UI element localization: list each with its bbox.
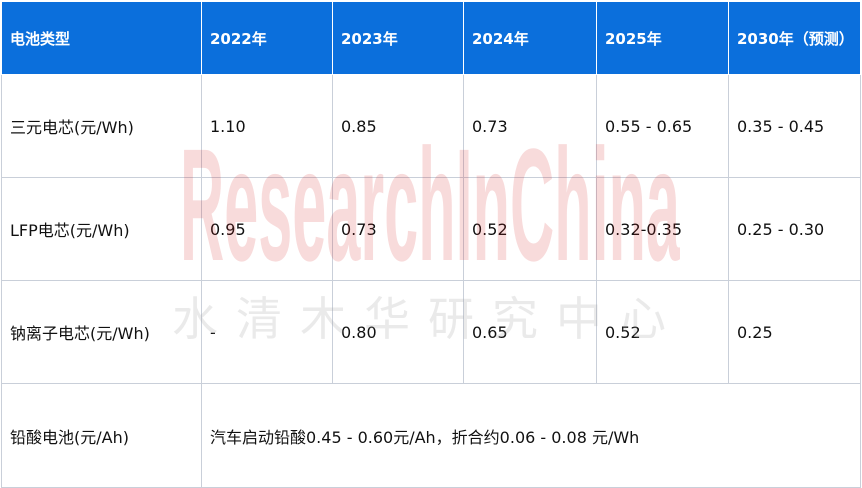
table-cell: 0.55 - 0.65 bbox=[596, 74, 729, 178]
table-cell: 0.25 bbox=[728, 280, 861, 384]
row-label: 铅酸电池(元/Ah) bbox=[1, 383, 202, 488]
table-cell: 0.65 bbox=[463, 280, 597, 384]
table-row-ncm: 三元电芯(元/Wh) 1.10 0.85 0.73 0.55 - 0.65 0.… bbox=[1, 74, 861, 178]
header-battery-type: 电池类型 bbox=[1, 1, 202, 75]
header-2030-forecast: 2030年（预测） bbox=[728, 1, 861, 75]
table-cell-merged: 汽车启动铅酸0.45 - 0.60元/Ah，折合约0.06 - 0.08 元/W… bbox=[201, 383, 861, 488]
header-row: 电池类型 2022年 2023年 2024年 2025年 2030年（预测） bbox=[1, 1, 861, 75]
table-cell: 0.73 bbox=[332, 177, 464, 281]
table-cell: - bbox=[201, 280, 333, 384]
row-label: 三元电芯(元/Wh) bbox=[1, 74, 202, 178]
table-row-lead-acid: 铅酸电池(元/Ah) 汽车启动铅酸0.45 - 0.60元/Ah，折合约0.06… bbox=[1, 383, 861, 488]
header-2023: 2023年 bbox=[332, 1, 464, 75]
table-cell: 0.73 bbox=[463, 74, 597, 178]
header-2025: 2025年 bbox=[596, 1, 729, 75]
table-cell: 1.10 bbox=[201, 74, 333, 178]
table-cell: 0.95 bbox=[201, 177, 333, 281]
table-cell: 0.25 - 0.30 bbox=[728, 177, 861, 281]
table-cell: 0.32-0.35 bbox=[596, 177, 729, 281]
row-label: LFP电芯(元/Wh) bbox=[1, 177, 202, 281]
table-cell: 0.80 bbox=[332, 280, 464, 384]
table-row-sodium-ion: 钠离子电芯(元/Wh) - 0.80 0.65 0.52 0.25 bbox=[1, 280, 861, 384]
row-label: 钠离子电芯(元/Wh) bbox=[1, 280, 202, 384]
table-cell: 0.52 bbox=[596, 280, 729, 384]
table-cell: 0.35 - 0.45 bbox=[728, 74, 861, 178]
header-2024: 2024年 bbox=[463, 1, 597, 75]
table-cell: 0.52 bbox=[463, 177, 597, 281]
header-2022: 2022年 bbox=[201, 1, 333, 75]
table-row-lfp: LFP电芯(元/Wh) 0.95 0.73 0.52 0.32-0.35 0.2… bbox=[1, 177, 861, 281]
table-cell: 0.85 bbox=[332, 74, 464, 178]
